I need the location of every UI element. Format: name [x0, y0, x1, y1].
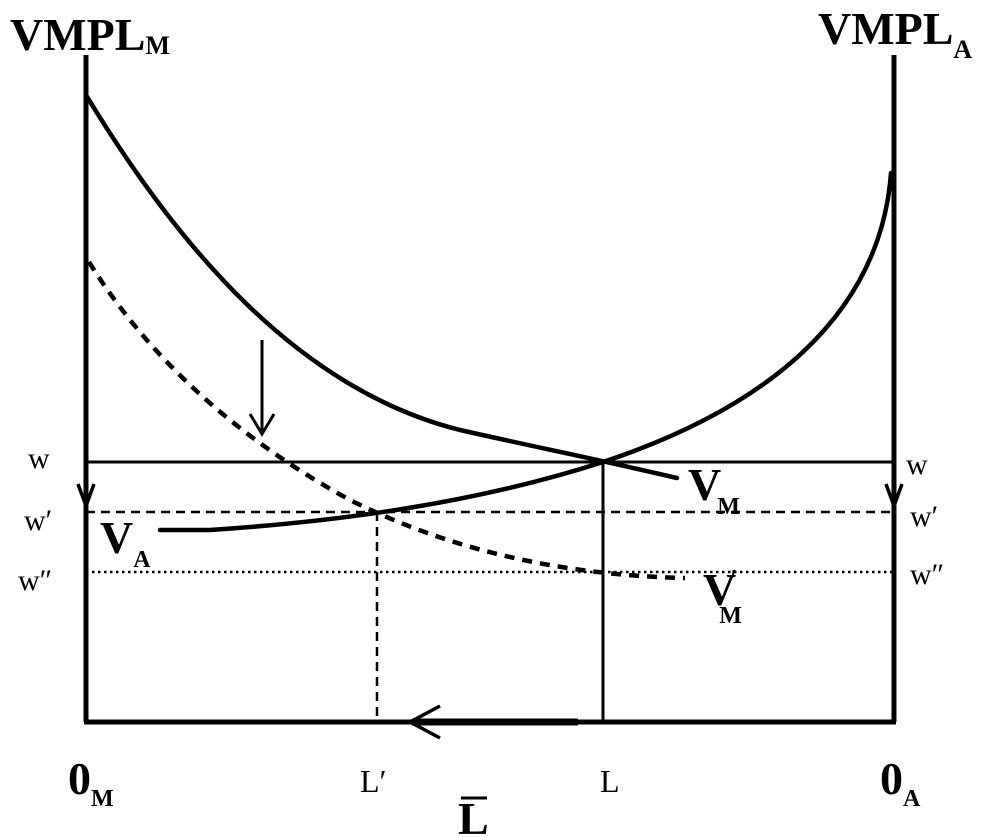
l-prime-label: L′ [360, 763, 387, 799]
curve-label-va: VA [100, 512, 151, 573]
label-w-right: w [906, 448, 928, 481]
l-label: L [600, 763, 620, 799]
label-w-double-prime-right: w″ [910, 558, 944, 591]
right-axis-title: VMPLA [818, 3, 972, 64]
curve-label-vm: VM [688, 459, 740, 520]
origin-a-label: 0A [880, 753, 921, 812]
right-axis-arrowhead [884, 483, 904, 512]
label-w-prime-right: w′ [910, 500, 938, 533]
left-axis-arrowhead [76, 483, 96, 512]
vm-curve [83, 92, 680, 481]
label-w-prime-left: w′ [24, 504, 52, 537]
total-labor-label: L [458, 793, 489, 838]
origin-m-label: 0M [68, 753, 114, 812]
va-curve [157, 170, 894, 533]
labor-shift-arrow [406, 704, 578, 740]
curve-label-vm-prime: V′ M [703, 562, 742, 629]
svg-text:L: L [458, 793, 489, 838]
label-w-left: w [28, 442, 50, 475]
left-axis-title: VMPLM [10, 9, 170, 60]
shift-down-arrow [248, 340, 276, 437]
label-w-double-prime-left: w″ [18, 564, 52, 597]
